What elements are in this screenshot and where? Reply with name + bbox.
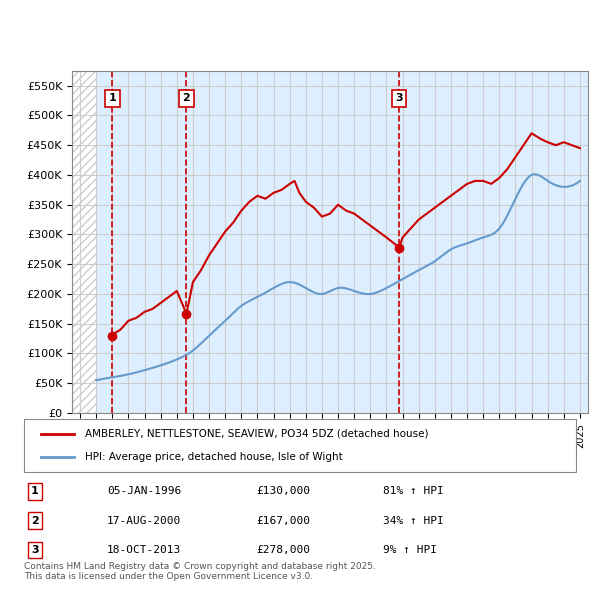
Text: £167,000: £167,000 [256,516,310,526]
Text: 81% ↑ HPI: 81% ↑ HPI [383,486,443,496]
Text: 17-AUG-2000: 17-AUG-2000 [107,516,181,526]
Text: 3: 3 [395,93,403,103]
Text: 34% ↑ HPI: 34% ↑ HPI [383,516,443,526]
FancyBboxPatch shape [24,419,576,472]
Text: 2: 2 [182,93,190,103]
Text: 1: 1 [31,486,39,496]
Text: 05-JAN-1996: 05-JAN-1996 [107,486,181,496]
Text: £130,000: £130,000 [256,486,310,496]
Text: 18-OCT-2013: 18-OCT-2013 [107,545,181,555]
Text: Contains HM Land Registry data © Crown copyright and database right 2025.
This d: Contains HM Land Registry data © Crown c… [24,562,376,581]
Text: 9% ↑ HPI: 9% ↑ HPI [383,545,437,555]
Text: 2: 2 [31,516,39,526]
Text: 1: 1 [109,93,116,103]
Bar [72,71,96,413]
Text: £278,000: £278,000 [256,545,310,555]
Text: AMBERLEY, NETTLESTONE, SEAVIEW, PO34 5DZ (detached house): AMBERLEY, NETTLESTONE, SEAVIEW, PO34 5DZ… [85,429,428,439]
Text: 3: 3 [31,545,39,555]
Text: HPI: Average price, detached house, Isle of Wight: HPI: Average price, detached house, Isle… [85,452,343,462]
